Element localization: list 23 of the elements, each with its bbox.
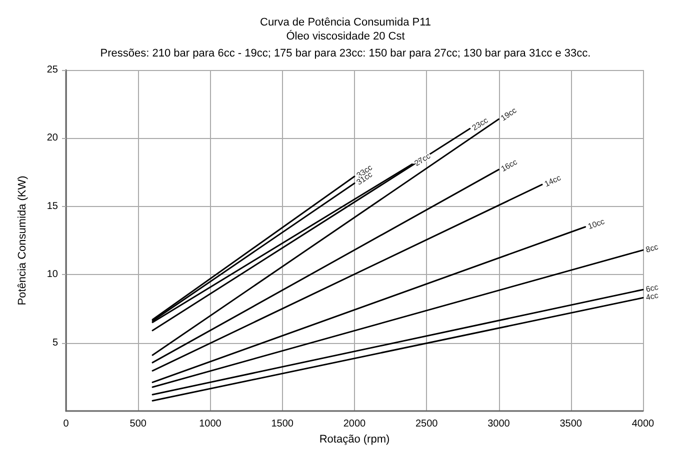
- x-tick-label: 3500: [560, 418, 582, 430]
- x-tick-label: 3000: [488, 418, 510, 430]
- text: Pressões: 210 bar para 6cc - 19cc; 175 bar para 23cc: 150 bar para 27cc; 130 bar para 31cc e 33cc.: [100, 48, 591, 60]
- text: 27cc: [412, 151, 432, 168]
- x-axis-title: Rotação (rpm): [319, 433, 390, 446]
- chart-title: Curva de Potência Consumida P11: [260, 16, 432, 28]
- x-tick-label: 1500: [271, 418, 294, 430]
- chart-subtitle: Óleo viscosidade 20 Cst: [286, 30, 405, 42]
- x-tick-label: 2000: [343, 418, 366, 430]
- y-tick-label: 5: [52, 337, 58, 348]
- x-tick-label: 4000: [632, 418, 655, 430]
- text: 8cc: [644, 242, 660, 254]
- x-tick-label: 2500: [416, 418, 438, 430]
- y-tick-label: 20: [46, 132, 58, 144]
- x-tick-label: 1000: [199, 418, 222, 430]
- text: 10cc: [586, 216, 606, 232]
- x-tick-label: 500: [130, 418, 147, 430]
- y-tick-label: 10: [46, 269, 58, 280]
- y-tick-label: 25: [46, 64, 58, 76]
- x-tick-label: 0: [63, 418, 70, 430]
- y-axis-title: Potência Consumida (KW): [16, 176, 28, 306]
- y-tick-label: 15: [46, 200, 58, 212]
- text: 23cc: [470, 116, 490, 132]
